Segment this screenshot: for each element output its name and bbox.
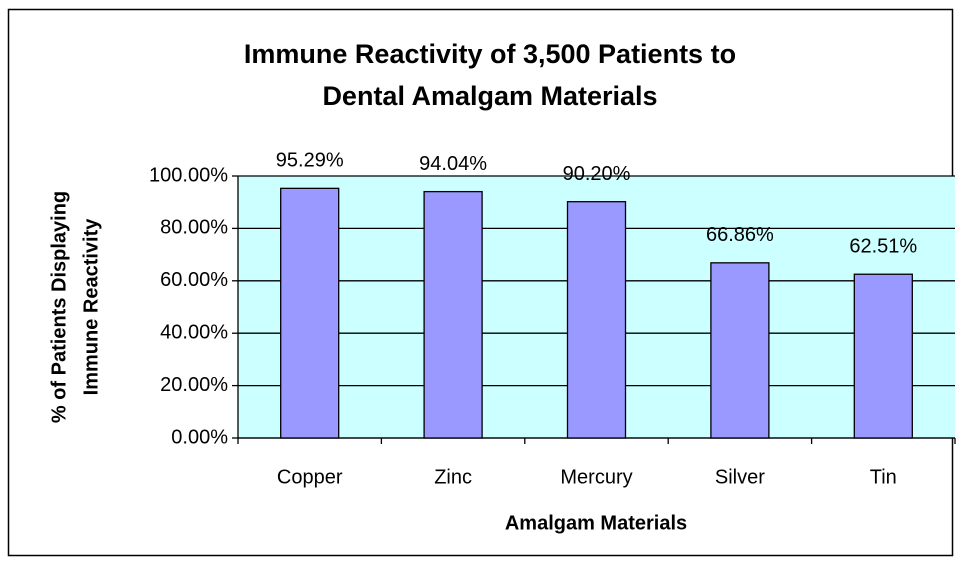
y-tick-label: 80.00%: [160, 217, 228, 239]
x-axis-label: Amalgam Materials: [505, 512, 687, 534]
y-tick-label: 100.00%: [149, 164, 228, 186]
x-tick-label: Silver: [715, 466, 765, 488]
y-tick-label: 40.00%: [160, 321, 228, 343]
data-label: 66.86%: [706, 224, 774, 246]
y-axis-label: % of Patients Displaying: [48, 191, 70, 423]
data-label: 62.51%: [849, 236, 917, 258]
x-tick-label: Zinc: [434, 466, 472, 488]
x-tick-label: Copper: [277, 466, 343, 488]
bar: [423, 190, 483, 439]
x-tick-label: Mercury: [560, 466, 632, 488]
y-tick-label: 60.00%: [160, 269, 228, 291]
chart-title: Dental Amalgam Materials: [322, 81, 657, 111]
data-label: 95.29%: [276, 150, 344, 172]
bar: [280, 187, 340, 439]
data-label: 94.04%: [419, 153, 487, 175]
y-tick-label: 20.00%: [160, 374, 228, 396]
y-tick-label: 0.00%: [171, 426, 228, 448]
data-label: 90.20%: [563, 163, 631, 185]
chart-title: Immune Reactivity of 3,500 Patients to: [244, 39, 736, 69]
bar: [566, 201, 627, 439]
bar: [710, 262, 770, 439]
x-tick-label: Tin: [870, 466, 897, 488]
y-axis-label: Immune Reactivity: [80, 218, 102, 396]
bar: [853, 273, 913, 439]
